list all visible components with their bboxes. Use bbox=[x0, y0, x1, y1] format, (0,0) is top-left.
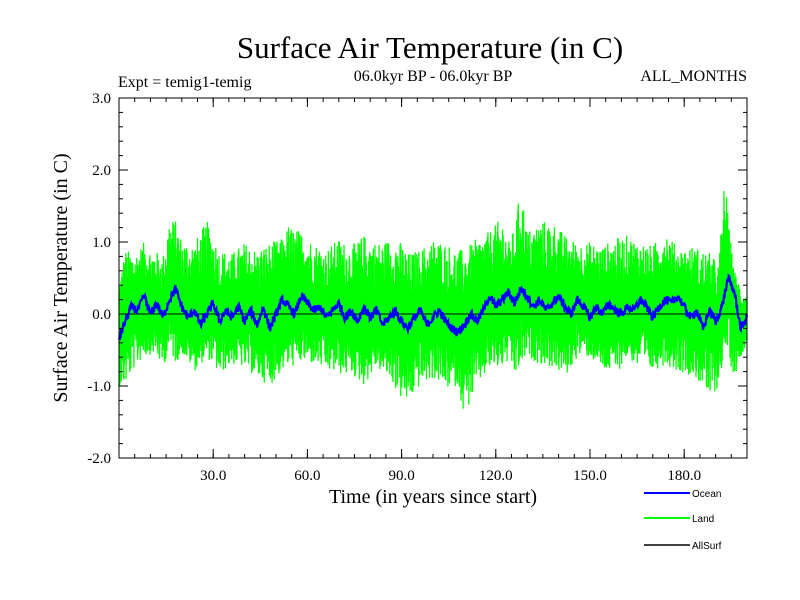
x-tick-label: 60.0 bbox=[294, 468, 320, 484]
y-tick-label: -2.0 bbox=[87, 451, 111, 467]
series-land-line bbox=[118, 191, 748, 409]
legend-label-allsurf: AllSurf bbox=[692, 541, 722, 552]
legend-label-land: Land bbox=[692, 514, 714, 525]
period-label: 06.0kyr BP - 06.0kyr BP bbox=[354, 68, 513, 85]
y-tick-label: 3.0 bbox=[92, 91, 111, 107]
x-tick-label: 30.0 bbox=[200, 468, 226, 484]
legend: Ocean Land AllSurf bbox=[644, 489, 722, 552]
experiment-label: Expt = temig1-temig bbox=[118, 74, 251, 91]
axes: -2.0 -1.0 0.0 1.0 2.0 3.0 30.0 60.0 90.0 120.0 150… bbox=[87, 91, 748, 484]
y-tick-label: 0.0 bbox=[92, 307, 111, 323]
x-tick-label: 150.0 bbox=[573, 468, 607, 484]
x-tick-label: 180.0 bbox=[667, 468, 701, 484]
plot-area bbox=[117, 191, 749, 409]
y-tick-label: 2.0 bbox=[92, 163, 111, 179]
y-tick-label: 1.0 bbox=[92, 235, 111, 251]
plot-frame bbox=[118, 97, 748, 459]
series-ocean-line bbox=[117, 273, 749, 341]
chart-title: Surface Air Temperature (in C) bbox=[237, 30, 623, 65]
x-tick-label: 120.0 bbox=[479, 468, 513, 484]
x-axis-label: Time (in years since start) bbox=[329, 486, 537, 508]
y-axis-label: Surface Air Temperature (in C) bbox=[50, 153, 72, 402]
legend-label-ocean: Ocean bbox=[692, 489, 721, 500]
months-label: ALL_MONTHS bbox=[640, 68, 747, 85]
y-tick-label: -1.0 bbox=[87, 379, 111, 395]
x-tick-label: 90.0 bbox=[388, 468, 414, 484]
